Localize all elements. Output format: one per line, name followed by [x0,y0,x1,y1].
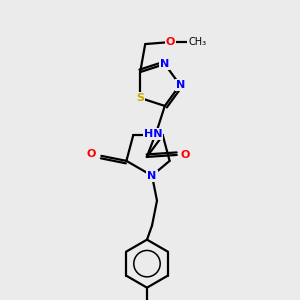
Text: CH₃: CH₃ [188,37,206,47]
Text: HN: HN [143,129,162,139]
Text: N: N [176,80,186,90]
Text: N: N [160,59,170,69]
Text: N: N [147,171,157,181]
Text: O: O [180,150,190,160]
Text: O: O [166,37,175,47]
Text: S: S [136,93,144,103]
Text: O: O [87,149,96,159]
